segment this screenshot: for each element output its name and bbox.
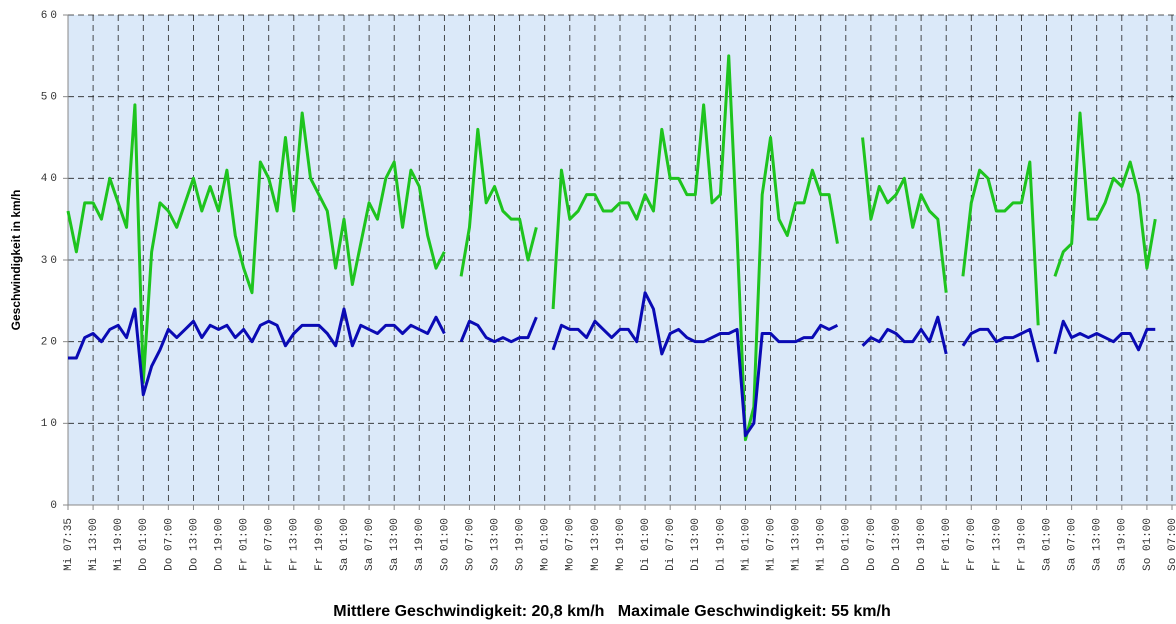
x-tick-label: So 01:00 xyxy=(439,518,451,571)
x-tick-label: Mi 19:00 xyxy=(816,518,828,571)
x-tick-label: Mi 01:00 xyxy=(740,518,752,571)
x-tick-label: So 07:00 xyxy=(1167,518,1176,571)
x-tick-label: Fr 01:00 xyxy=(239,518,251,571)
x-tick-label: Fr 19:00 xyxy=(1016,518,1028,571)
x-tick-label: Do 19:00 xyxy=(213,518,225,571)
x-tick-label: Sa 19:00 xyxy=(414,518,426,571)
y-tick-label: 10 xyxy=(41,418,60,430)
x-tick-label: Mi 13:00 xyxy=(791,518,803,571)
x-tick-label: Mo 07:00 xyxy=(565,518,577,571)
x-tick-label: Fr 01:00 xyxy=(941,518,953,571)
x-tick-label: Fr 19:00 xyxy=(314,518,326,571)
x-tick-label: Sa 13:00 xyxy=(389,518,401,571)
x-tick-label: Sa 01:00 xyxy=(339,518,351,571)
y-tick-label: 40 xyxy=(41,173,60,185)
x-tick-label: Mo 19:00 xyxy=(615,518,627,571)
x-tick-label: Di 13:00 xyxy=(690,518,702,571)
x-tick-label: Mi 07:35 xyxy=(63,518,75,571)
x-tick-label: Mi 07:00 xyxy=(765,518,777,571)
y-tick-label: 60 xyxy=(41,10,60,22)
x-tick-label: So 13:00 xyxy=(489,518,501,571)
x-tick-label: Fr 13:00 xyxy=(289,518,301,571)
y-tick-label: 30 xyxy=(41,255,60,267)
x-tick-label: Sa 01:00 xyxy=(1041,518,1053,571)
x-tick-label: Mo 13:00 xyxy=(590,518,602,571)
x-tick-label: Do 07:00 xyxy=(163,518,175,571)
x-tick-label: Sa 13:00 xyxy=(1092,518,1104,571)
x-tick-label: Di 19:00 xyxy=(715,518,727,571)
x-tick-label: So 19:00 xyxy=(515,518,527,571)
y-tick-label: 0 xyxy=(50,500,60,512)
x-tick-label: Di 01:00 xyxy=(640,518,652,571)
x-tick-label: Do 01:00 xyxy=(138,518,150,571)
x-tick-label: Do 13:00 xyxy=(891,518,903,571)
x-tick-label: Sa 19:00 xyxy=(1117,518,1129,571)
x-tick-label: Mi 13:00 xyxy=(88,518,100,571)
x-tick-label: Do 19:00 xyxy=(916,518,928,571)
x-tick-label: So 01:00 xyxy=(1142,518,1154,571)
y-axis-label: Geschwindigkeit in km/h xyxy=(9,190,23,331)
x-tick-label: Fr 13:00 xyxy=(991,518,1003,571)
x-tick-label: So 07:00 xyxy=(464,518,476,571)
y-tick-label: 20 xyxy=(41,337,60,349)
x-tick-label: Fr 07:00 xyxy=(966,518,978,571)
x-tick-label: Sa 07:00 xyxy=(1067,518,1079,571)
footer: Mittlere Geschwindigkeit: 20,8 km/h Maxi… xyxy=(333,603,891,620)
x-tick-label: Sa 07:00 xyxy=(364,518,376,571)
x-tick-label: Mi 19:00 xyxy=(113,518,125,571)
y-tick-label: 50 xyxy=(41,92,60,104)
x-tick-label: Di 07:00 xyxy=(665,518,677,571)
x-tick-label: Do 01:00 xyxy=(841,518,853,571)
x-tick-label: Do 07:00 xyxy=(866,518,878,571)
x-tick-label: Do 13:00 xyxy=(188,518,200,571)
x-tick-label: Mo 01:00 xyxy=(540,518,552,571)
x-tick-label: Fr 07:00 xyxy=(264,518,276,571)
